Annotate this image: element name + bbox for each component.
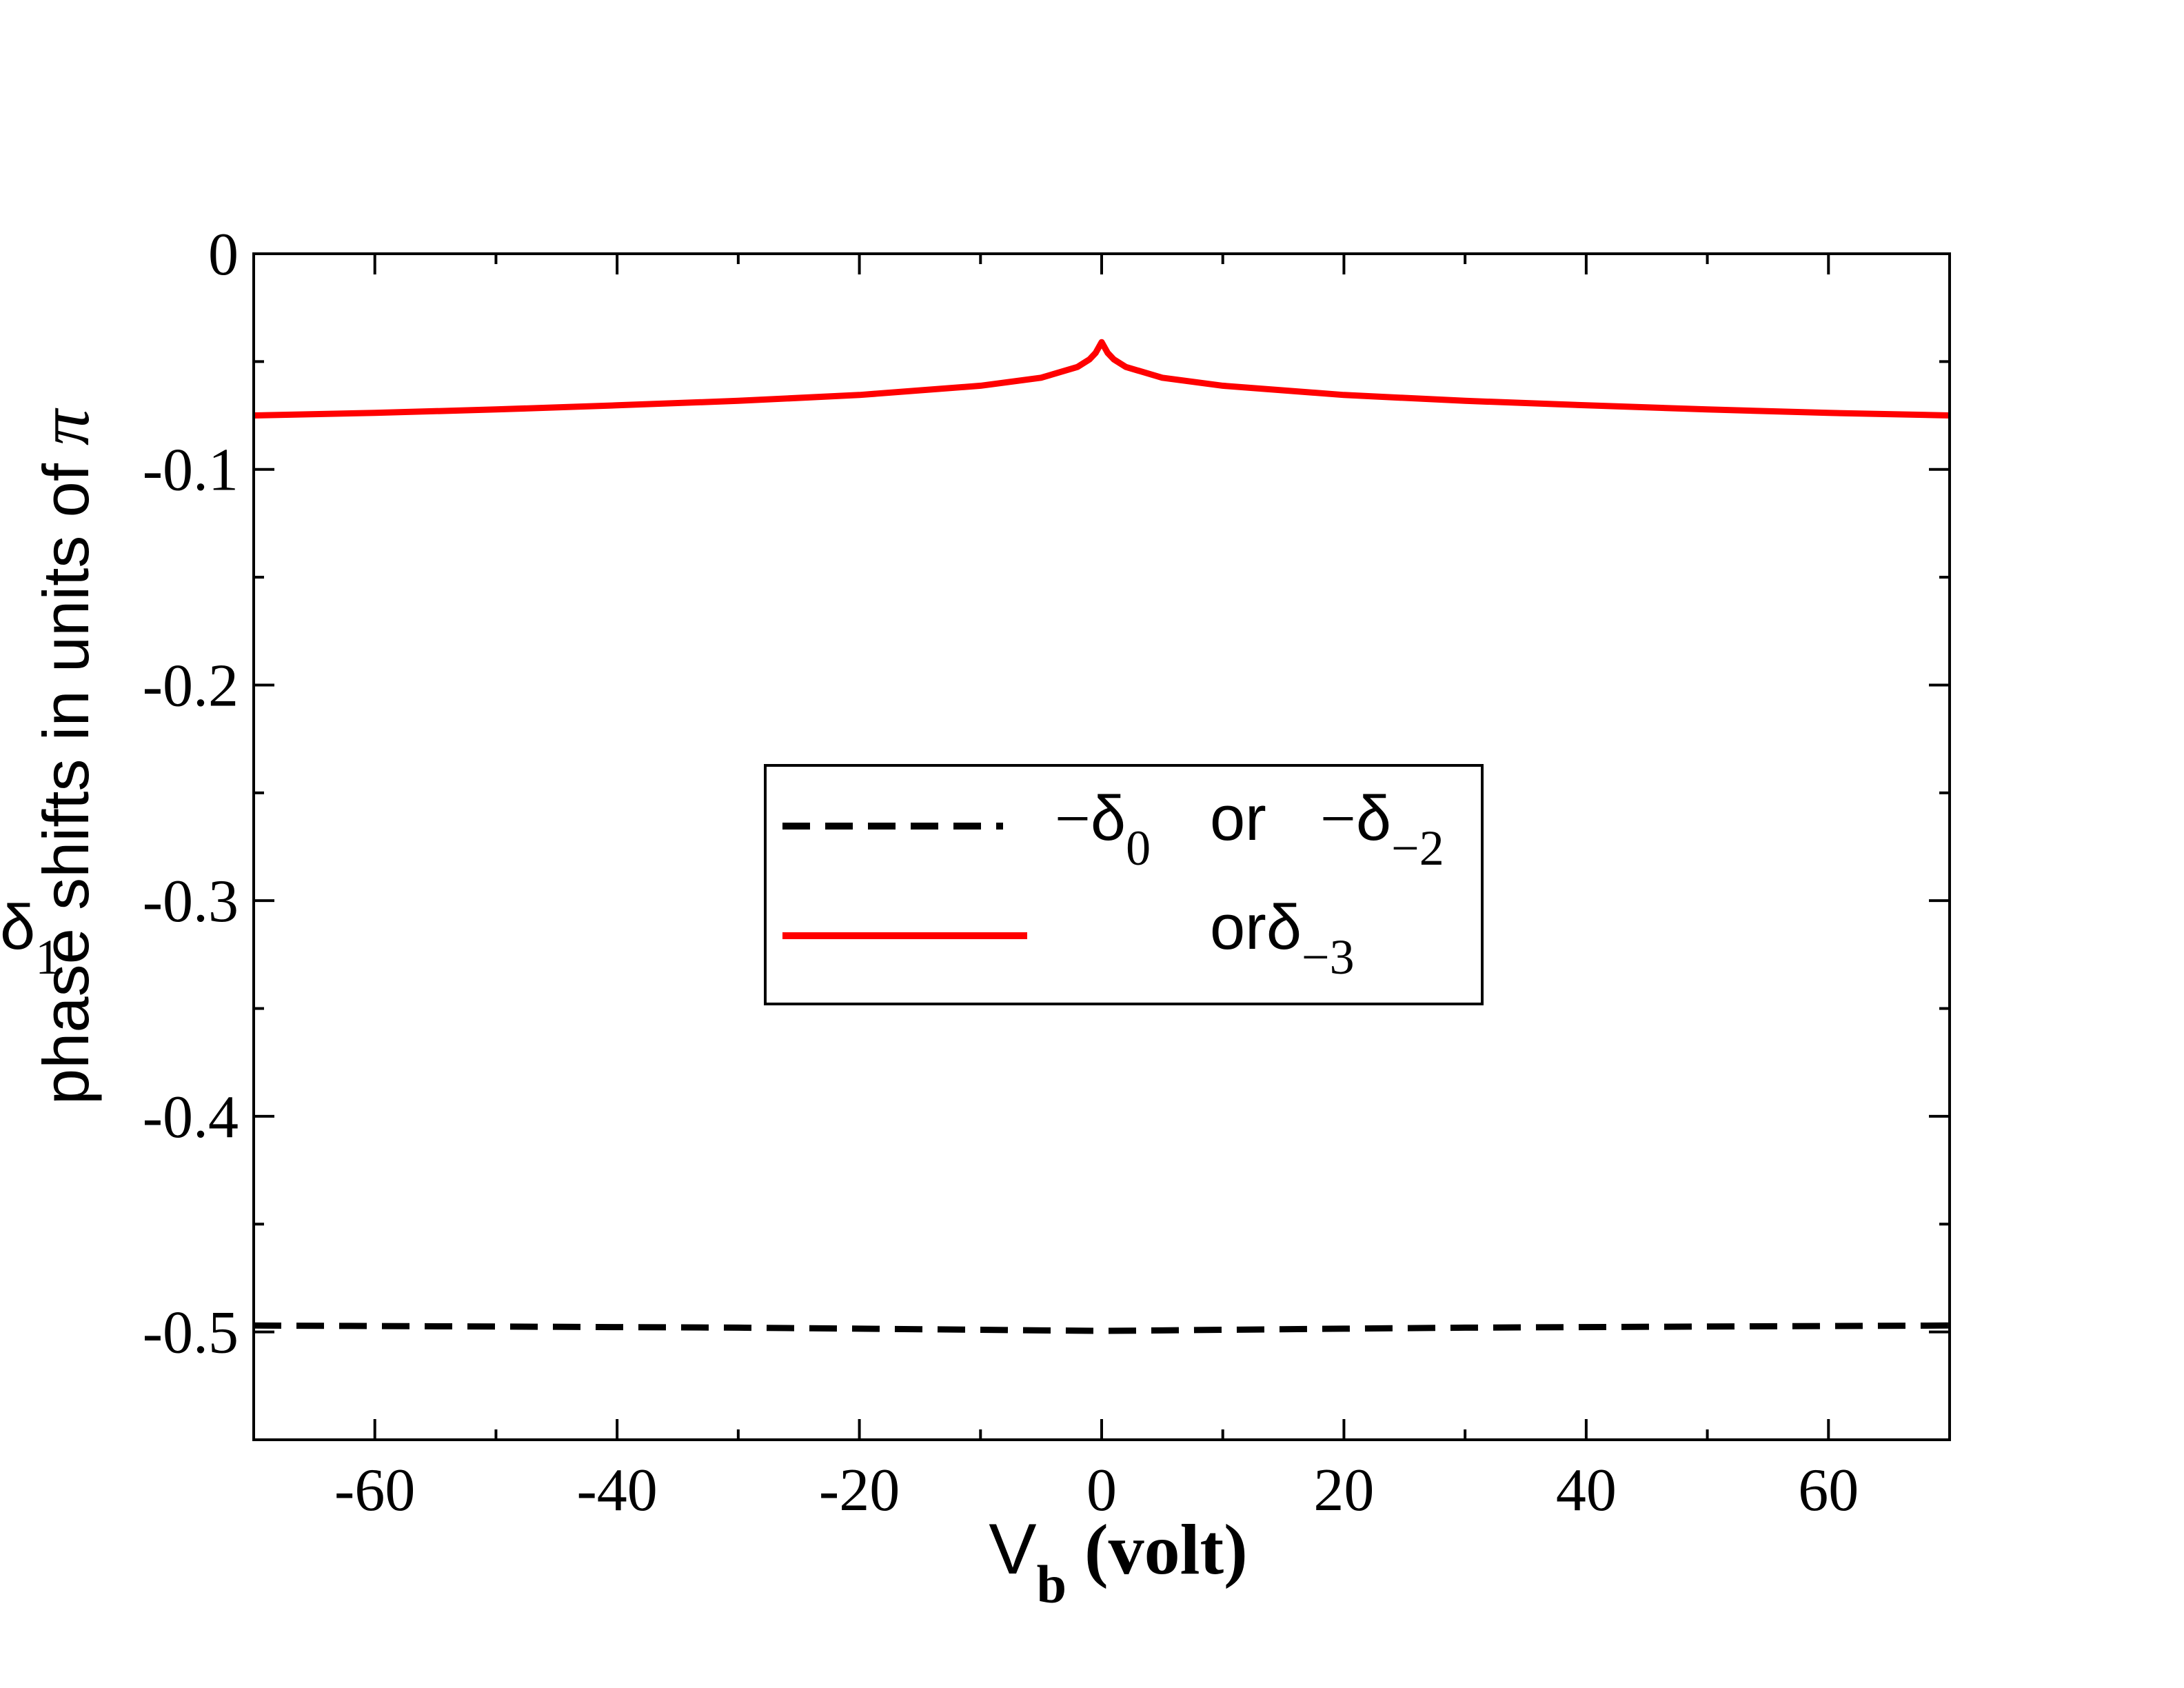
legend-a-symbol-2: δ [1356, 783, 1391, 854]
y-axis-label: phase shifts in units of π [25, 408, 104, 1105]
legend-b-or: or [1210, 892, 1266, 963]
y-tick-label: 0 [208, 221, 239, 288]
series-line-1 [253, 339, 1950, 419]
plot-frame [252, 252, 1951, 1441]
legend-b-symbol: δ [0, 892, 35, 963]
legend-entry-series-b: δ1 orδ−3 [0, 892, 1355, 985]
legend-a-or: or [1210, 783, 1266, 854]
legend: −δ0 or −δ−2 δ1 orδ−3 [0, 764, 1484, 1005]
series-line-0 [253, 1322, 1950, 1334]
y-axis-label-main: phase shifts in units of [30, 445, 102, 1105]
legend-a-sign-2: − [1320, 783, 1356, 854]
y-axis-label-pi: π [25, 408, 104, 445]
legend-entry-series-a: −δ0 or −δ−2 [1055, 783, 1444, 876]
legend-b-subscript: 1 [35, 930, 60, 985]
legend-a-sign: − [1055, 783, 1091, 854]
y-tick-label: -0.1 [143, 437, 239, 504]
legend-a-subscript: 0 [1126, 821, 1151, 876]
x-tick-label: 20 [1313, 1457, 1374, 1524]
legend-b-symbol-2: δ [1266, 892, 1302, 963]
x-tick-label: 60 [1798, 1457, 1859, 1524]
x-axis-label-main: V [989, 1509, 1036, 1589]
y-tick-label: -0.3 [143, 868, 239, 935]
x-tick-label: -20 [819, 1457, 900, 1524]
x-tick-label: 0 [1086, 1457, 1117, 1524]
tick-labels: -60 -40 -20 0 20 40 60 0 -0.1 -0.2 -0.3 -0.4 -0.5 [143, 221, 1859, 1524]
y-tick-label: -0.2 [143, 652, 239, 719]
y-tick-label: -0.5 [143, 1300, 239, 1367]
legend-a-symbol: δ [1091, 783, 1126, 854]
y-tick-label: -0.4 [143, 1084, 239, 1151]
axis-ticks [252, 252, 1951, 1441]
x-tick-label: -40 [576, 1457, 657, 1524]
legend-box [764, 764, 1484, 1005]
x-axis-label-unit: (volt) [1066, 1510, 1248, 1589]
plot-series [253, 339, 1950, 1334]
x-tick-label: -60 [334, 1457, 415, 1524]
legend-a-subscript-2: −2 [1391, 821, 1444, 876]
x-axis-label: Vb (volt) [989, 1509, 1248, 1614]
x-axis-label-sub: b [1037, 1554, 1066, 1614]
legend-b-subscript-2: −3 [1302, 930, 1355, 985]
x-tick-label: 40 [1556, 1457, 1617, 1524]
